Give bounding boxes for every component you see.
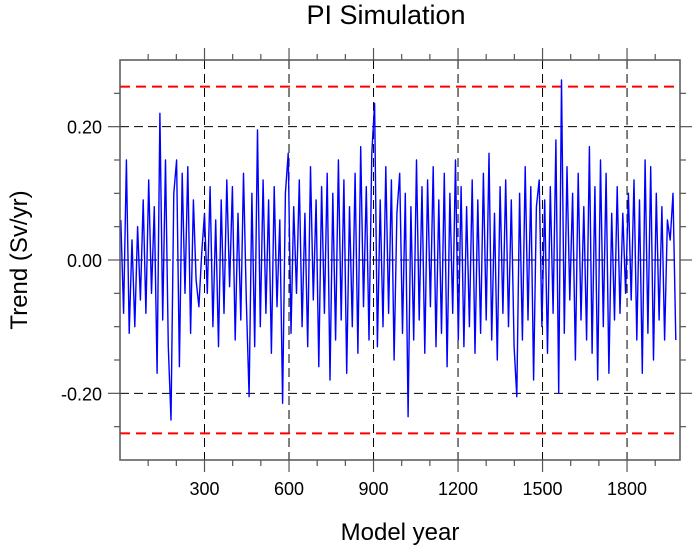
y-axis-label: Trend (Sv/yr) [6,190,33,329]
data-series [120,79,677,421]
x-tick-label: 300 [189,479,219,499]
y-tick-label: 0.20 [67,118,102,138]
x-tick-label: 900 [358,479,388,499]
x-tick-label: 600 [274,479,304,499]
tick-labels: 300 600 900 1200 1500 1800 0.20 0.00 -0.20 [61,118,647,499]
x-tick-label: 1200 [438,479,478,499]
chart-title: PI Simulation [306,0,465,30]
x-axis-label: Model year [341,519,460,546]
reference-lines [120,85,680,435]
x-tick-label: 1500 [523,479,563,499]
axes [108,48,692,472]
y-tick-label: -0.20 [61,384,102,404]
series-line-trend [120,79,677,421]
x-tick-label: 1800 [607,479,647,499]
y-tick-label: 0.00 [67,251,102,271]
